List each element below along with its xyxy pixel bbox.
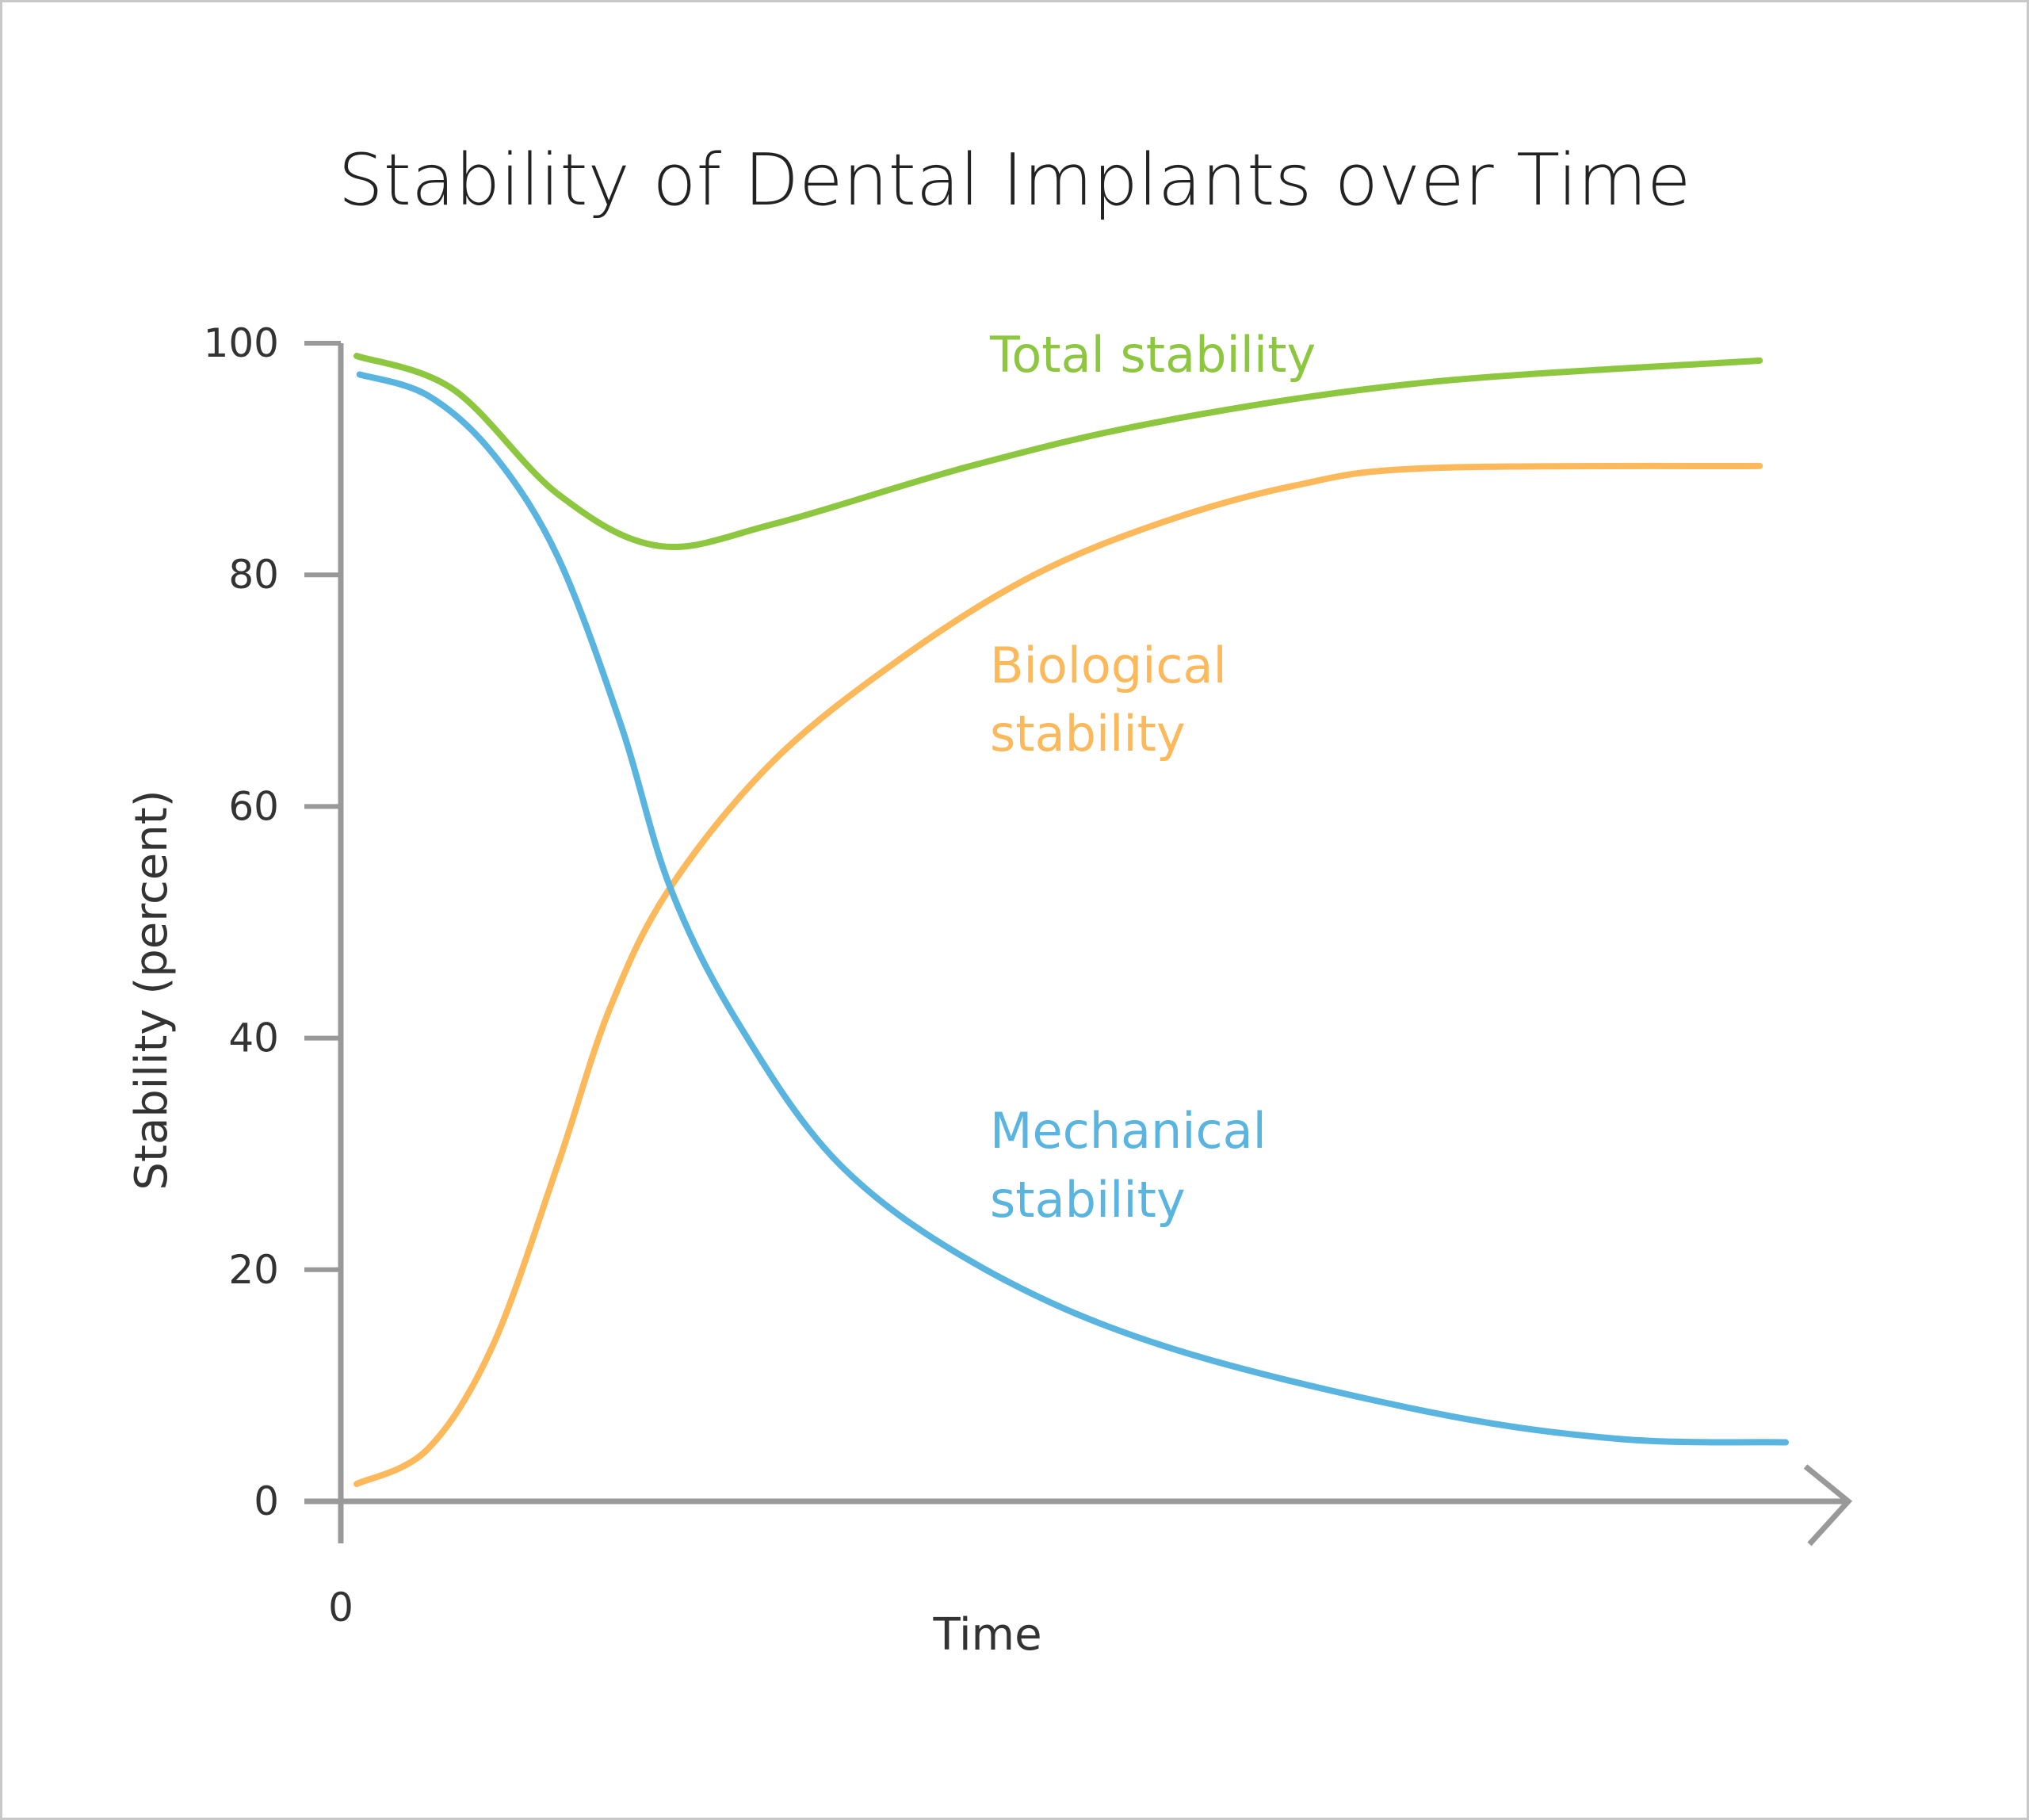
series-line-biological-stability	[353, 462, 1763, 1488]
chart-title: Stability of Dental Implants over Time	[338, 139, 1691, 222]
series-label: stability	[990, 1171, 1186, 1229]
series-line-mechanical-stability	[356, 371, 1789, 1446]
x-tick-label: 0	[328, 1585, 353, 1631]
x-axis-label: Time	[932, 1609, 1041, 1661]
series-label: Total stability	[989, 326, 1316, 384]
y-tick-label: 20	[228, 1247, 279, 1293]
y-tick-label: 40	[228, 1015, 279, 1061]
x-axis-arrow-icon	[1803, 1464, 1853, 1547]
series-label: stability	[990, 705, 1186, 763]
axes	[304, 343, 1853, 1547]
y-tick-label: 60	[228, 783, 279, 829]
y-axis-label: Stability (percent)	[126, 790, 178, 1190]
series-label: Mechanical	[990, 1102, 1267, 1160]
y-tick-label: 0	[254, 1478, 279, 1524]
series-label: Biological	[990, 637, 1227, 694]
y-tick-label: 100	[204, 320, 279, 366]
series-line-total-stability	[353, 353, 1763, 551]
y-tick-label: 80	[228, 552, 279, 598]
